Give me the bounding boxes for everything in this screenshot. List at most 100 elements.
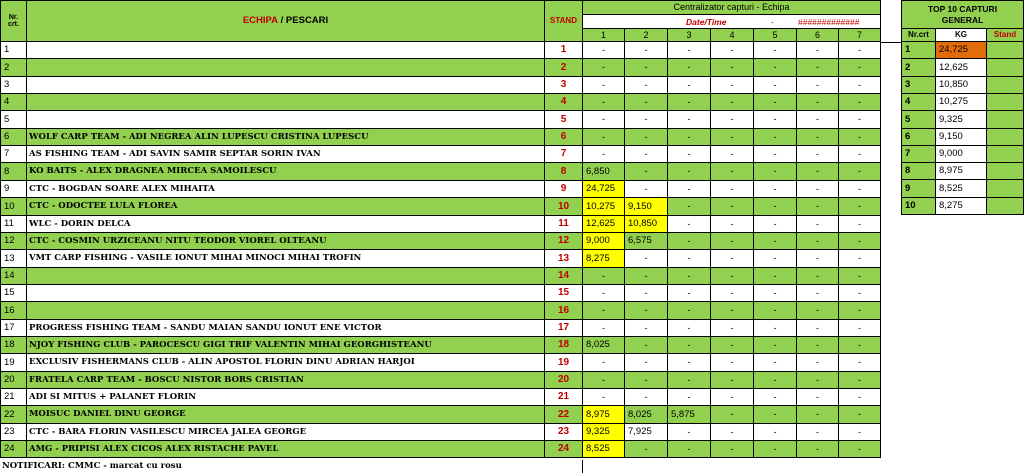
top10-kg[interactable]: 8,275 [936, 198, 987, 215]
catch-cell[interactable]: - [625, 77, 668, 94]
row-number[interactable]: 16 [0, 302, 27, 320]
catch-cell[interactable]: - [754, 424, 797, 441]
catch-cell[interactable]: - [668, 111, 711, 129]
team-name[interactable]: FRATELA CARP TEAM - BOSCU NISTOR BORS CR… [27, 372, 545, 389]
catch-cell[interactable]: - [711, 337, 754, 354]
row-number[interactable]: 6 [0, 129, 27, 146]
catch-cell[interactable]: - [625, 181, 668, 198]
catch-cell[interactable]: - [668, 129, 711, 146]
catch-cell[interactable]: - [797, 337, 839, 354]
catch-cell[interactable]: - [711, 389, 754, 406]
catch-cell[interactable]: - [754, 406, 797, 424]
catch-cell[interactable]: - [839, 320, 881, 337]
column-header-5[interactable]: 5 [754, 29, 797, 42]
catch-cell[interactable]: - [625, 42, 668, 59]
catch-cell[interactable]: - [625, 59, 668, 77]
catch-cell[interactable]: - [711, 129, 754, 146]
row-number[interactable]: 2 [0, 59, 27, 77]
catch-cell[interactable]: - [625, 268, 668, 285]
catch-cell[interactable]: - [625, 163, 668, 181]
row-number[interactable]: 14 [0, 268, 27, 285]
catch-cell[interactable]: - [754, 389, 797, 406]
catch-cell[interactable]: - [839, 111, 881, 129]
catch-cell[interactable]: - [711, 233, 754, 250]
catch-cell[interactable]: - [754, 372, 797, 389]
catch-cell[interactable]: - [583, 285, 625, 302]
team-name[interactable]: AS FISHING TEAM - ADI SAVIN SAMIR SEPTAR… [27, 146, 545, 163]
top10-stand[interactable] [987, 180, 1024, 198]
stand-number[interactable]: 10 [545, 198, 583, 216]
catch-cell[interactable]: - [668, 337, 711, 354]
catch-cell[interactable]: - [754, 163, 797, 181]
catch-cell[interactable]: - [668, 181, 711, 198]
catch-cell[interactable]: - [583, 268, 625, 285]
top10-title[interactable]: TOP 10 CAPTURI GENERAL [901, 0, 1024, 29]
catch-cell[interactable]: - [711, 302, 754, 320]
header-centralizator[interactable]: Centralizator capturi - Echipa [583, 0, 881, 15]
catch-cell[interactable]: - [754, 337, 797, 354]
team-name[interactable]: VMT CARP FISHING - VASILE IONUT MIHAI MI… [27, 250, 545, 268]
stand-number[interactable]: 21 [545, 389, 583, 406]
catch-cell[interactable]: - [668, 424, 711, 441]
top10-stand[interactable] [987, 77, 1024, 94]
catch-cell[interactable]: - [797, 424, 839, 441]
team-name[interactable]: CTC - ODOCTEE LULA FLOREA [27, 198, 545, 216]
catch-cell[interactable]: - [711, 354, 754, 372]
catch-cell[interactable]: - [839, 146, 881, 163]
catch-cell[interactable]: - [754, 441, 797, 458]
row-number[interactable]: 17 [0, 320, 27, 337]
catch-cell[interactable]: - [711, 59, 754, 77]
top10-rank[interactable]: 9 [901, 180, 936, 198]
team-name[interactable]: EXCLUSIV FISHERMANS CLUB - ALIN APOSTOL … [27, 354, 545, 372]
row-number[interactable]: 10 [0, 198, 27, 216]
catch-cell[interactable]: - [583, 94, 625, 111]
row-number[interactable]: 21 [0, 389, 27, 406]
column-header-7[interactable]: 7 [839, 29, 881, 42]
catch-cell[interactable]: - [754, 111, 797, 129]
top10-stand[interactable] [987, 129, 1024, 146]
stand-number[interactable]: 11 [545, 216, 583, 233]
catch-cell[interactable]: - [668, 268, 711, 285]
catch-cell[interactable]: - [754, 216, 797, 233]
row-number[interactable]: 15 [0, 285, 27, 302]
catch-cell[interactable]: - [668, 320, 711, 337]
top10-rank[interactable]: 7 [901, 146, 936, 163]
column-header-3[interactable]: 3 [668, 29, 711, 42]
catch-cell[interactable]: - [625, 285, 668, 302]
catch-cell[interactable]: - [711, 441, 754, 458]
catch-cell[interactable]: - [583, 59, 625, 77]
catch-cell[interactable]: - [754, 302, 797, 320]
catch-cell[interactable]: 8,525 [583, 441, 625, 458]
stand-number[interactable]: 14 [545, 268, 583, 285]
top10-kg[interactable]: 9,325 [936, 111, 987, 129]
catch-cell[interactable]: 7,925 [625, 424, 668, 441]
catch-cell[interactable]: - [668, 285, 711, 302]
catch-cell[interactable]: - [839, 250, 881, 268]
top10-rank[interactable]: 5 [901, 111, 936, 129]
header-echipa-pescari[interactable]: ECHIPA / PESCARI [27, 0, 545, 42]
catch-cell[interactable]: - [754, 42, 797, 59]
catch-cell[interactable]: - [839, 216, 881, 233]
team-name[interactable]: CTC - BARA FLORIN VASILESCU MIRCEA JALEA… [27, 424, 545, 441]
team-name[interactable]: AMG - PRIPISI ALEX CICOS ALEX RISTACHE P… [27, 441, 545, 458]
row-number[interactable]: 5 [0, 111, 27, 129]
top10-kg[interactable]: 10,850 [936, 77, 987, 94]
catch-cell[interactable]: - [668, 59, 711, 77]
catch-cell[interactable]: - [797, 216, 839, 233]
team-name[interactable] [27, 302, 545, 320]
catch-cell[interactable]: - [797, 198, 839, 216]
catch-cell[interactable]: - [711, 42, 754, 59]
catch-cell[interactable]: - [625, 441, 668, 458]
catch-cell[interactable]: - [839, 163, 881, 181]
catch-cell[interactable]: - [839, 129, 881, 146]
catch-cell[interactable]: - [839, 441, 881, 458]
team-name[interactable]: PROGRESS FISHING TEAM - SANDU MAIAN SAND… [27, 320, 545, 337]
catch-cell[interactable]: - [668, 250, 711, 268]
catch-cell[interactable]: - [839, 406, 881, 424]
stand-number[interactable]: 12 [545, 233, 583, 250]
catch-cell[interactable]: - [797, 94, 839, 111]
catch-cell[interactable]: 12,625 [583, 216, 625, 233]
notes-row[interactable]: NOTIFICARI: CMMC - marcat cu rosu [0, 460, 583, 473]
catch-cell[interactable]: - [839, 198, 881, 216]
catch-cell[interactable]: - [797, 302, 839, 320]
